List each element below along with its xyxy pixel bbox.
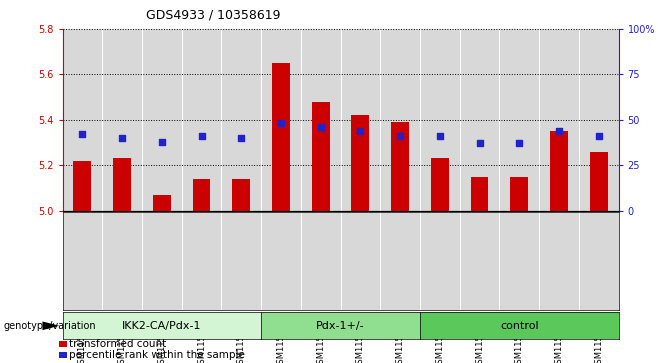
Text: GDS4933 / 10358619: GDS4933 / 10358619 (146, 9, 280, 22)
Text: control: control (500, 321, 538, 331)
Bar (301, 29, 340, 211)
Bar (380, 29, 420, 211)
Bar (391, 122, 409, 211)
Point (594, 133, 604, 139)
Bar (63, 29, 102, 211)
Text: IKK2-CA/Pdx-1: IKK2-CA/Pdx-1 (122, 321, 201, 331)
Bar (511, 176, 528, 211)
Point (196, 133, 207, 139)
Point (395, 133, 405, 139)
Point (236, 135, 247, 141)
Bar (261, 29, 301, 211)
Bar (182, 29, 221, 211)
Polygon shape (42, 322, 59, 330)
Point (77, 131, 88, 137)
Point (434, 133, 445, 139)
Bar (460, 29, 499, 211)
Bar (272, 63, 290, 211)
Point (276, 121, 286, 126)
Bar (420, 29, 460, 211)
Point (355, 128, 366, 134)
Bar (193, 179, 211, 211)
Bar (142, 29, 182, 211)
Bar (470, 176, 488, 211)
Text: transformed count: transformed count (69, 339, 166, 349)
Bar (312, 102, 330, 211)
Point (553, 128, 564, 134)
Bar (232, 179, 250, 211)
Text: genotype/variation: genotype/variation (3, 321, 96, 331)
Bar (341, 29, 380, 211)
Bar (579, 29, 619, 211)
Bar (74, 160, 91, 211)
Bar (550, 131, 568, 211)
Point (157, 139, 167, 144)
Bar (113, 158, 131, 211)
Bar (431, 158, 449, 211)
Point (315, 124, 326, 130)
Point (117, 135, 128, 141)
Bar (539, 29, 579, 211)
Text: Pdx-1+/-: Pdx-1+/- (316, 321, 365, 331)
Text: percentile rank within the sample: percentile rank within the sample (69, 350, 245, 360)
Point (514, 140, 524, 146)
Bar (221, 29, 261, 211)
Bar (102, 29, 142, 211)
Bar (351, 115, 369, 211)
Bar (499, 29, 539, 211)
Point (474, 140, 485, 146)
Bar (153, 195, 170, 211)
Bar (590, 152, 607, 211)
